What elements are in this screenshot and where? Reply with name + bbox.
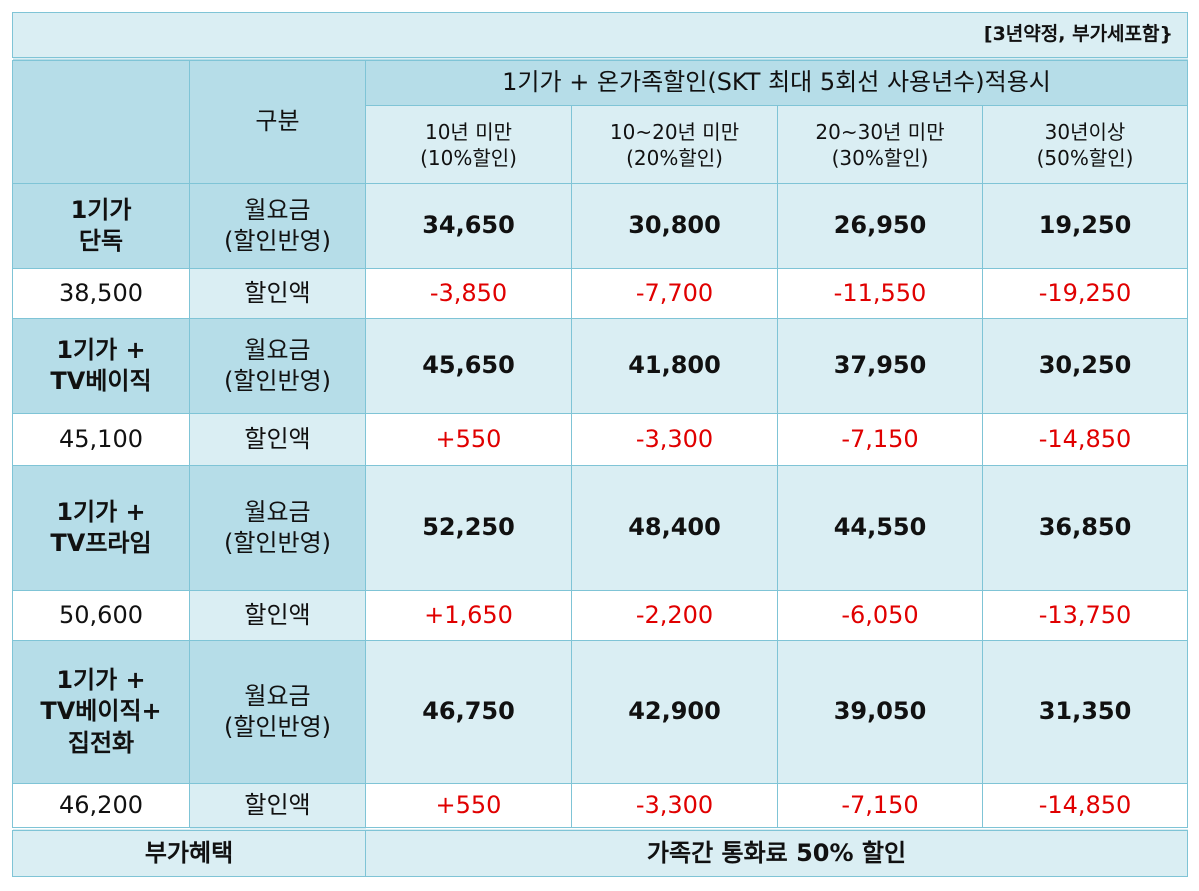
- text-line: 20~30년 미만: [815, 119, 945, 144]
- text-line: 1기가: [70, 195, 132, 224]
- text-line: 월요금: [244, 335, 311, 364]
- monthly-fee: 26,950: [777, 183, 983, 269]
- base-price: 46,200: [12, 783, 190, 829]
- base-price: 45,100: [12, 413, 190, 466]
- note: [3년약정, 부가세포함}: [11, 12, 1189, 61]
- text-line: (할인반영): [223, 227, 332, 255]
- monthly-fee: 46,750: [365, 640, 572, 784]
- discount-amount: -6,050: [777, 590, 983, 641]
- text-line: (30%할인): [831, 145, 929, 170]
- footer-text: 가족간 통화료 50% 할인: [364, 826, 1189, 877]
- text-line: (10%할인): [420, 145, 517, 170]
- row-label: 할인액: [189, 268, 366, 319]
- discount-amount: -11,550: [777, 268, 983, 319]
- product-name: 1기가 + TV프라임: [12, 465, 190, 591]
- product-name: 1기가 + TV베이직+ 집전화: [12, 640, 190, 784]
- discount-amount: -19,250: [981, 268, 1189, 319]
- monthly-fee: 41,800: [571, 318, 778, 414]
- column-header: 30년이상 (50%할인): [981, 105, 1189, 184]
- text-line: 10~20년 미만: [609, 119, 740, 144]
- table-row: 38,500 할인액 -3,850 -7,700 -11,550 -19,250: [12, 268, 1189, 319]
- discount-amount: -3,850: [365, 268, 572, 319]
- monthly-fee: 19,250: [981, 183, 1189, 269]
- text-line: 집전화: [67, 728, 135, 757]
- table-body: [3년약정, 부가세포함} 구분 1기가 + 온가족할인(SKT 최대 5회선 사용…: [11, 12, 1189, 877]
- row-label: 월요금 (할인반영): [189, 640, 366, 784]
- text-line: TV베이직: [50, 367, 152, 395]
- base-price: 38,500: [12, 268, 190, 319]
- monthly-fee: 34,650: [365, 183, 572, 269]
- discount-amount: -7,700: [571, 268, 778, 319]
- table-row: 1기가 + TV베이직+ 집전화 월요금 (할인반영) 46,750 42,900 39,05…: [12, 640, 1189, 784]
- span-header: 1기가 + 온가족할인(SKT 최대 5회선 사용년수)적용시: [364, 58, 1189, 106]
- monthly-fee: 45,650: [365, 318, 572, 414]
- table-row: 10년 미만 (10%할인) 10~20년 미만 (20%할인) 20~30년 미만 (3…: [13, 105, 1189, 184]
- base-price: 50,600: [12, 590, 190, 641]
- table-row: 구분 1기가 + 온가족할인(SKT 최대 5회선 사용년수)적용시: [12, 58, 1189, 184]
- corner-cell: [12, 58, 190, 184]
- table-row: 46,200 할인액 +550 -3,300 -7,150 -14,850: [12, 783, 1189, 829]
- table-row: 부가혜택 가족간 통화료 50% 할인: [12, 826, 1189, 877]
- discount-amount: -13,750: [981, 590, 1189, 641]
- table-row: 45,100 할인액 +550 -3,300 -7,150 -14,850: [12, 413, 1189, 466]
- text-line: 10년 미만: [424, 119, 512, 144]
- monthly-fee: 30,800: [571, 183, 778, 269]
- table-row: [3년약정, 부가세포함}: [11, 12, 1189, 61]
- discount-amount: +550: [365, 783, 572, 829]
- table-row: 1기가 + TV프라임 월요금 (할인반영) 52,250 48,400 44,550 36,…: [12, 465, 1189, 591]
- monthly-fee: 52,250: [365, 465, 572, 591]
- discount-amount: -3,300: [571, 783, 778, 829]
- monthly-fee: 37,950: [777, 318, 983, 414]
- footer-label: 부가혜택: [12, 826, 366, 877]
- corner-label: 구분: [189, 58, 366, 184]
- column-header: 10년 미만 (10%할인): [365, 105, 572, 184]
- text-line: 월요금: [244, 681, 311, 710]
- text-line: (할인반영): [223, 529, 332, 557]
- monthly-fee: 48,400: [571, 465, 778, 591]
- row-label: 월요금 (할인반영): [189, 183, 366, 269]
- column-header: 10~20년 미만 (20%할인): [571, 105, 778, 184]
- column-header: 20~30년 미만 (30%할인): [777, 105, 983, 184]
- table-row: 1기가 + TV베이직 월요금 (할인반영) 45,650 41,800 37,950 30,…: [12, 318, 1189, 414]
- text-line: 월요금: [244, 497, 311, 526]
- text-line: 1기가 +: [56, 335, 146, 364]
- text-line: TV프라임: [50, 529, 152, 557]
- row-label: 월요금 (할인반영): [189, 318, 366, 414]
- text-line: 1기가 +: [56, 497, 146, 526]
- text-line: 1기가 +: [56, 666, 146, 695]
- text-line: 30년이상: [1044, 119, 1126, 144]
- monthly-fee: 31,350: [981, 640, 1189, 784]
- text-line: (할인반영): [223, 367, 332, 395]
- discount-amount: +550: [365, 413, 572, 466]
- discount-amount: +1,650: [365, 590, 572, 641]
- text-line: (20%할인): [626, 145, 723, 170]
- text-line: 월요금: [244, 195, 311, 224]
- monthly-fee: 36,850: [981, 465, 1189, 591]
- row-label: 할인액: [189, 413, 366, 466]
- discount-amount: -7,150: [777, 783, 983, 829]
- discount-amount: -2,200: [571, 590, 778, 641]
- text-line: (50%할인): [1036, 145, 1134, 170]
- product-name: 1기가 + TV베이직: [12, 318, 190, 414]
- discount-amount: -7,150: [777, 413, 983, 466]
- discount-amount: -14,850: [981, 783, 1189, 829]
- discount-amount: -3,300: [571, 413, 778, 466]
- monthly-fee: 39,050: [777, 640, 983, 784]
- discount-amount: -14,850: [981, 413, 1189, 466]
- row-label: 월요금 (할인반영): [189, 465, 366, 591]
- monthly-fee: 30,250: [981, 318, 1189, 414]
- monthly-fee: 42,900: [571, 640, 778, 784]
- row-label: 할인액: [189, 783, 366, 829]
- text-line: 단독: [78, 227, 124, 255]
- row-label: 할인액: [189, 590, 366, 641]
- text-line: TV베이직+: [40, 697, 162, 726]
- table-row: 50,600 할인액 +1,650 -2,200 -6,050 -13,750: [12, 590, 1189, 641]
- text-line: (할인반영): [223, 713, 332, 741]
- monthly-fee: 44,550: [777, 465, 983, 591]
- pricing-table: [3년약정, 부가세포함} 구분 1기가 + 온가족할인(SKT 최대 5회선 사용…: [11, 12, 1189, 877]
